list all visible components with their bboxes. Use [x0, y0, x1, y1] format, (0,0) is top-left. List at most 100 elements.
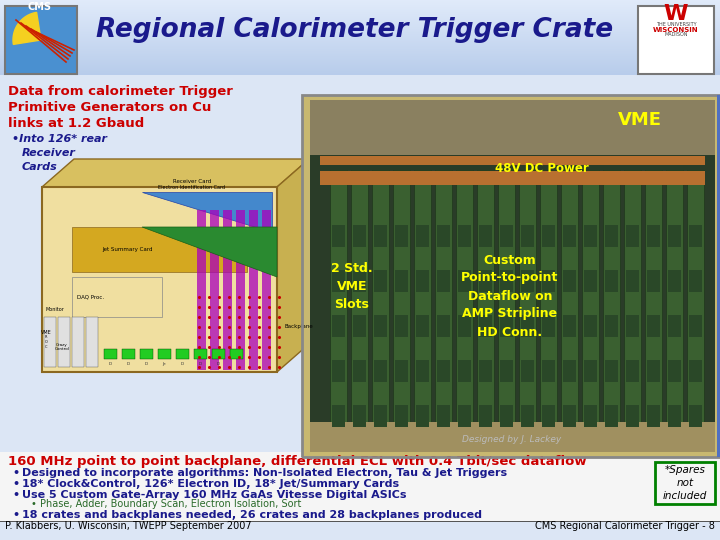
Bar [605, 270, 618, 292]
Bar [437, 315, 450, 337]
Bar [0, 66, 720, 67]
Bar [395, 270, 408, 292]
Bar [479, 225, 492, 247]
Text: R
O
C: R O C [45, 335, 48, 349]
Text: Je: Je [162, 362, 166, 366]
Text: links at 1.2 Gbaud: links at 1.2 Gbaud [8, 117, 144, 130]
Bar [584, 405, 597, 427]
Bar [0, 9, 720, 10]
Bar [0, 30, 720, 31]
Bar [0, 48, 720, 49]
Bar [458, 360, 471, 382]
Bar [236, 210, 245, 370]
Bar [717, 95, 720, 457]
Bar [395, 405, 408, 427]
Bar [456, 170, 473, 442]
Text: D: D [145, 362, 148, 366]
Polygon shape [142, 192, 272, 232]
Bar [310, 100, 715, 452]
Bar [0, 62, 720, 63]
Bar [416, 270, 429, 292]
Bar [519, 170, 536, 442]
Bar [0, 68, 720, 69]
Bar [0, 1, 720, 2]
Bar [0, 16, 720, 17]
Polygon shape [277, 159, 309, 372]
Bar [5, 6, 77, 74]
Bar [72, 317, 84, 367]
Bar [521, 315, 534, 337]
Bar [0, 0, 720, 1]
Bar [584, 360, 597, 382]
Text: D: D [199, 362, 202, 366]
Bar [140, 349, 153, 359]
Bar [374, 315, 387, 337]
Bar [563, 405, 576, 427]
Text: Primitive Generators on Cu: Primitive Generators on Cu [8, 101, 212, 114]
Text: Phase, Adder, Boundary Scan, Electron Isolation, Sort: Phase, Adder, Boundary Scan, Electron Is… [40, 499, 302, 509]
Bar [353, 225, 366, 247]
Bar [542, 225, 555, 247]
Bar [0, 8, 720, 9]
Bar [86, 317, 98, 367]
Bar [626, 360, 639, 382]
Bar [320, 156, 705, 165]
Bar [194, 349, 207, 359]
Bar [0, 38, 720, 39]
Bar [0, 73, 720, 74]
Bar [0, 36, 720, 37]
Bar [0, 26, 720, 27]
Bar [0, 5, 720, 6]
Text: 18* Clock&Control, 126* Electron ID, 18* Jet/Summary Cards: 18* Clock&Control, 126* Electron ID, 18*… [22, 479, 399, 489]
Bar [0, 69, 720, 70]
Bar [302, 95, 720, 457]
Bar [0, 28, 720, 29]
Bar [332, 315, 345, 337]
Bar [310, 100, 715, 155]
Bar [0, 7, 720, 8]
Bar [542, 270, 555, 292]
Bar [414, 170, 431, 442]
Polygon shape [142, 227, 277, 277]
Text: •: • [30, 499, 36, 509]
Text: D: D [217, 362, 220, 366]
Bar [0, 44, 720, 45]
Bar [668, 405, 681, 427]
Bar [374, 405, 387, 427]
Bar [655, 462, 715, 504]
Bar [638, 6, 714, 74]
Bar [374, 270, 387, 292]
Bar [0, 3, 720, 4]
Bar [668, 225, 681, 247]
Bar [0, 23, 720, 24]
Bar [0, 71, 720, 72]
Bar [72, 227, 247, 272]
Bar [626, 225, 639, 247]
Bar [479, 315, 492, 337]
Text: P. Klabbers, U. Wisconsin, TWEPP September 2007: P. Klabbers, U. Wisconsin, TWEPP Septemb… [5, 521, 251, 531]
Bar [0, 27, 720, 28]
Bar [0, 452, 720, 522]
Bar [0, 34, 720, 35]
Text: W: W [664, 4, 688, 24]
Text: •: • [12, 490, 19, 500]
Bar [393, 170, 410, 442]
Text: 18 crates and backplanes needed, 26 crates and 28 backplanes produced: 18 crates and backplanes needed, 26 crat… [22, 510, 482, 520]
Bar [498, 170, 515, 442]
Text: Regional Calorimeter Trigger Crate: Regional Calorimeter Trigger Crate [96, 17, 613, 43]
Bar [0, 18, 720, 19]
Bar [353, 360, 366, 382]
Bar [0, 19, 720, 20]
Bar [0, 67, 720, 68]
Bar [0, 45, 720, 46]
Bar [458, 315, 471, 337]
Text: Crazy
Control: Crazy Control [55, 343, 69, 352]
Bar [0, 21, 720, 22]
Text: Cards: Cards [22, 162, 58, 172]
Bar [437, 270, 450, 292]
Bar [668, 315, 681, 337]
Text: •: • [12, 468, 19, 478]
Bar [302, 95, 720, 457]
Text: WISCONSIN: WISCONSIN [653, 27, 699, 33]
Bar [0, 15, 720, 16]
